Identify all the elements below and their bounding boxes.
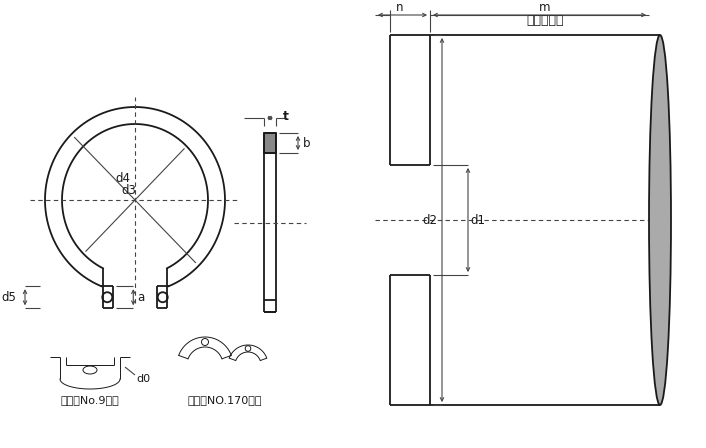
Text: b: b <box>304 137 311 150</box>
Text: d0: d0 <box>136 374 150 384</box>
Text: n: n <box>396 0 404 13</box>
Text: a: a <box>138 291 145 304</box>
Text: d3: d3 <box>121 184 136 197</box>
Text: サイズNO.170以上: サイズNO.170以上 <box>188 395 262 405</box>
Text: m: m <box>539 0 551 13</box>
Text: d1: d1 <box>470 214 486 227</box>
Bar <box>264 133 276 153</box>
Text: d2: d2 <box>422 214 438 227</box>
Text: 適用する軸: 適用する軸 <box>526 13 564 26</box>
Ellipse shape <box>649 35 671 405</box>
Text: t: t <box>283 109 289 122</box>
Text: サイズNo.9以下: サイズNo.9以下 <box>61 395 119 405</box>
Text: d5: d5 <box>1 291 16 304</box>
Text: d4: d4 <box>116 172 131 185</box>
